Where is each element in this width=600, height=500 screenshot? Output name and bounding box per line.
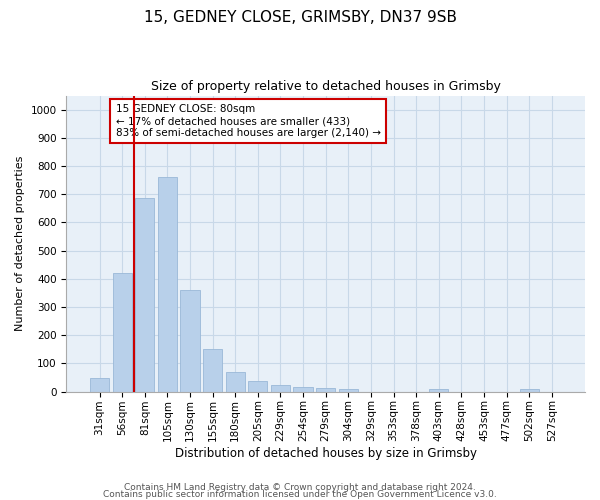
Text: 15, GEDNEY CLOSE, GRIMSBY, DN37 9SB: 15, GEDNEY CLOSE, GRIMSBY, DN37 9SB [143,10,457,25]
Bar [316,388,335,392]
Bar [135,198,154,392]
Bar [113,273,132,392]
Bar [293,388,313,392]
X-axis label: Distribution of detached houses by size in Grimsby: Distribution of detached houses by size … [175,447,477,460]
Bar [203,350,222,392]
Title: Size of property relative to detached houses in Grimsby: Size of property relative to detached ho… [151,80,500,93]
Text: 15 GEDNEY CLOSE: 80sqm
← 17% of detached houses are smaller (433)
83% of semi-de: 15 GEDNEY CLOSE: 80sqm ← 17% of detached… [116,104,380,138]
Bar [248,381,268,392]
Bar [339,390,358,392]
Bar [520,390,539,392]
Bar [271,384,290,392]
Text: Contains public sector information licensed under the Open Government Licence v3: Contains public sector information licen… [103,490,497,499]
Bar [181,290,200,392]
Bar [429,390,448,392]
Bar [226,372,245,392]
Y-axis label: Number of detached properties: Number of detached properties [15,156,25,332]
Bar [158,178,177,392]
Text: Contains HM Land Registry data © Crown copyright and database right 2024.: Contains HM Land Registry data © Crown c… [124,484,476,492]
Bar [90,378,109,392]
